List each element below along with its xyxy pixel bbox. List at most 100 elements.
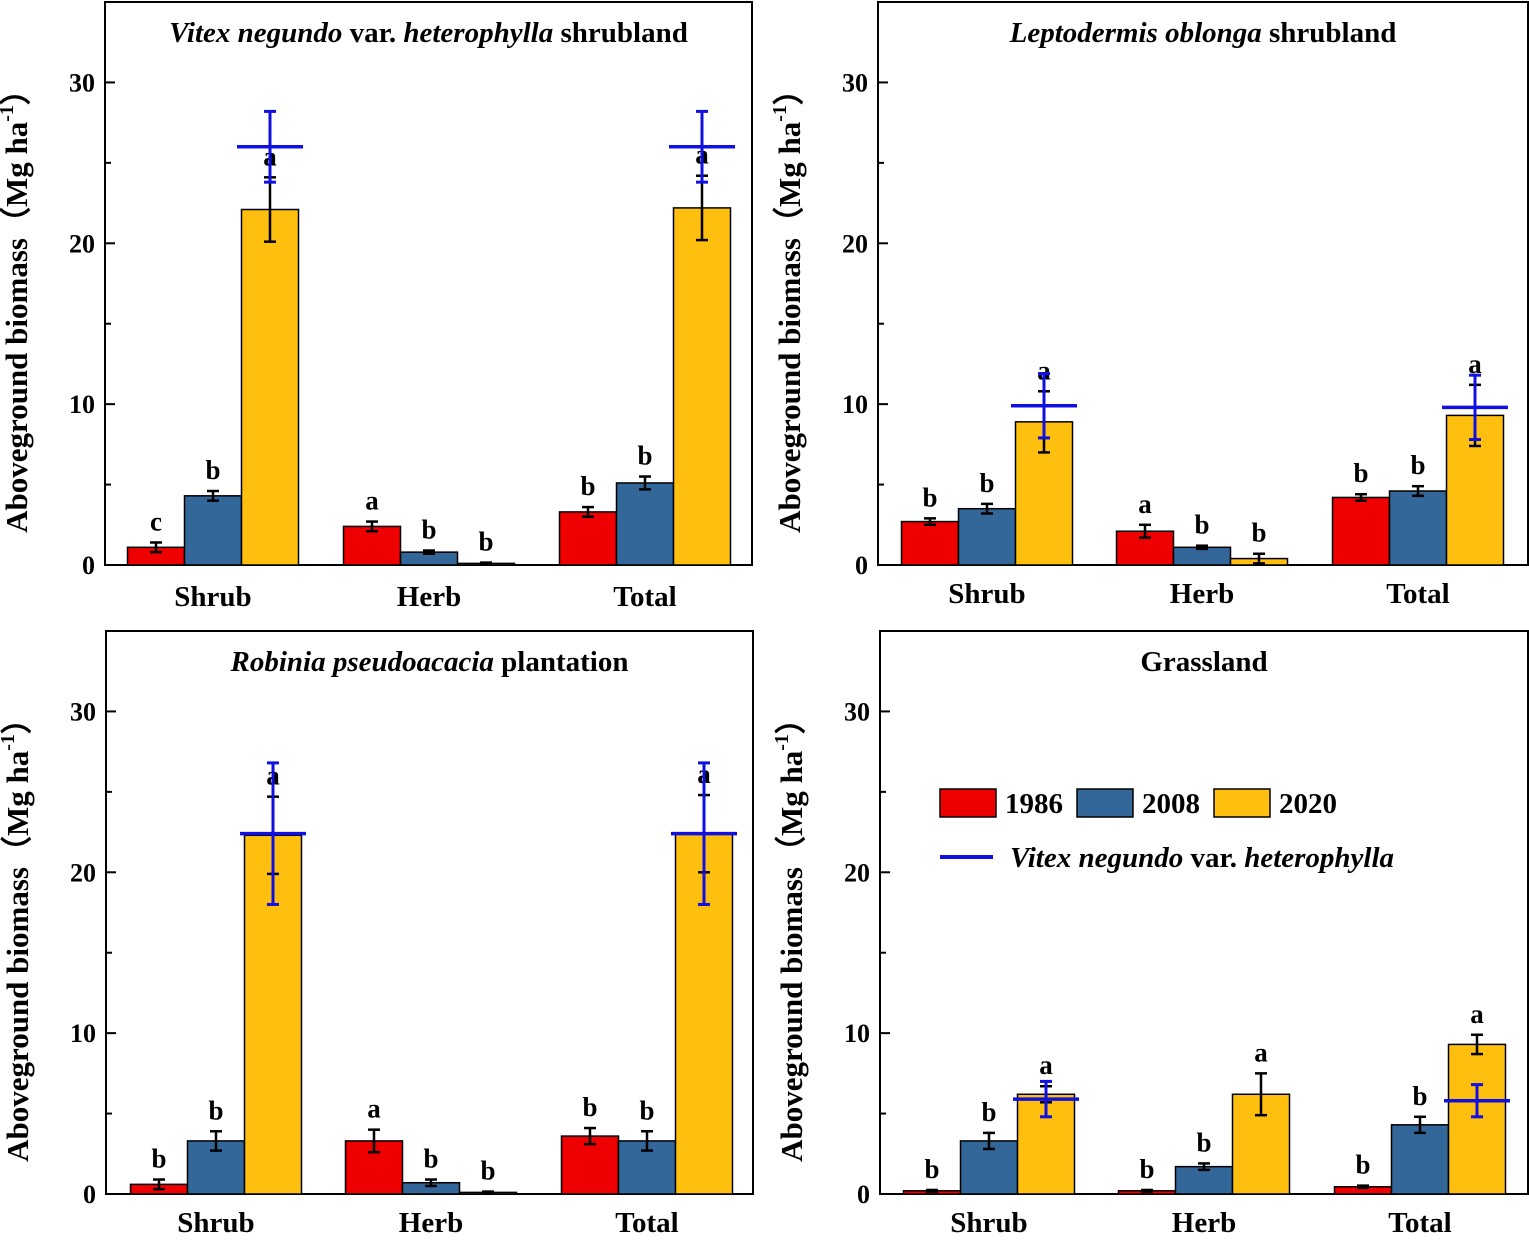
legend-vitex-genus: Vitex negundo [1010, 842, 1183, 874]
x-tick-label: Herb [1172, 1207, 1236, 1239]
bar-2008-herb [1174, 1165, 1234, 1195]
chart-title-part: Vitex negundo [169, 17, 342, 49]
chart-title-part: shrubland [1262, 17, 1397, 49]
chart-panel-3: 0 10 20 30 Aboveground biomass（Mg ha-1） Robin… [0, 630, 754, 1239]
y-axis-label-text: Aboveground biomass [0, 867, 35, 1162]
y-tick-label: 20 [69, 229, 95, 258]
chart-title-part: Grassland [1140, 646, 1267, 678]
y-tick-label: 10 [844, 1019, 870, 1048]
chart-title: Vitex negundo var. heterophylla shrublan… [169, 17, 688, 49]
legend: 1986 2008 2020 Vitex negundo var. heterophy… [939, 788, 1394, 874]
y-tick-label: 0 [83, 1180, 96, 1209]
y-axis-label: Aboveground biomass（Mg ha-1） [0, 703, 35, 1162]
y-tick-label: 30 [844, 697, 870, 726]
legend-label-1986: 1986 [1005, 788, 1063, 820]
y-axis-label-text: Aboveground biomass [772, 238, 807, 533]
significance-letter: b [1412, 1081, 1427, 1111]
plot-frame [105, 630, 754, 1195]
significance-letter: b [979, 468, 994, 498]
y-tick-label: 0 [855, 551, 868, 580]
significance-letter: b [478, 527, 493, 557]
chart-title-part: plantation [494, 646, 629, 678]
chart-title: Robinia pseudoacacia plantation [230, 646, 629, 678]
y-axis-label-unit-end: ） [772, 74, 807, 105]
significance-letter: b [1355, 1150, 1370, 1180]
y-axis-label-unit-end: ） [0, 703, 35, 734]
bar-2008-shrub [183, 495, 243, 566]
bar-2020-total [672, 207, 732, 566]
legend-swatch-2008 [1076, 788, 1134, 818]
significance-letter: b [582, 1092, 597, 1122]
y-axis-label-unit-sup: -1 [771, 734, 793, 751]
legend-swatch-2020 [1213, 788, 1271, 818]
y-axis-label-unit: （Mg ha [0, 750, 35, 867]
significance-letter: a [365, 486, 379, 516]
y-tick-label: 10 [842, 390, 868, 419]
y-tick-label: 20 [842, 229, 868, 258]
legend-swatch-1986 [939, 788, 997, 818]
chart-title-part: shrubland [553, 17, 688, 49]
chart-title-part: Robinia pseudoacacia [230, 646, 494, 678]
legend-vitex-var: var. [1183, 842, 1244, 874]
x-tick-label: Herb [399, 1207, 463, 1239]
y-tick-label: 20 [70, 858, 96, 887]
bar-1986-total [1331, 496, 1391, 566]
y-axis-label-unit-sup: -1 [0, 734, 19, 751]
significance-letter: a [1468, 349, 1482, 379]
chart-panel-1: 0 10 20 30 Aboveground biomass（Mg ha-1） Vitex… [0, 1, 753, 613]
y-axis-label-unit: （Mg ha [772, 121, 807, 238]
significance-letter: b [480, 1156, 495, 1186]
bar-2008-total [1388, 490, 1448, 566]
chart-title: Leptodermis oblonga shrubland [1009, 17, 1397, 49]
bar-2008-total [1390, 1124, 1450, 1195]
plot-frame [879, 630, 1529, 1195]
y-axis-label: Aboveground biomass（Mg ha-1） [0, 74, 34, 533]
x-tick-label: Herb [1170, 578, 1234, 610]
legend-label-2020: 2020 [1279, 788, 1337, 820]
significance-letter: a [367, 1094, 381, 1124]
bar-2020-total [1447, 1043, 1507, 1195]
bar-1986-shrub [900, 520, 960, 566]
x-tick-label: Shrub [177, 1207, 254, 1239]
significance-letter: b [423, 1144, 438, 1174]
significance-letter: a [1470, 999, 1484, 1029]
y-tick-label: 30 [70, 697, 96, 726]
significance-letter: b [639, 1095, 654, 1125]
y-axis-label-unit: （Mg ha [0, 121, 34, 238]
y-axis-label-unit-sup: -1 [769, 105, 791, 122]
bar-2008-shrub [957, 507, 1017, 566]
significance-letter: b [1194, 510, 1209, 540]
bar-2020-shrub [240, 208, 300, 566]
y-tick-label: 30 [842, 68, 868, 97]
y-tick-label: 10 [70, 1019, 96, 1048]
significance-letter: b [981, 1097, 996, 1127]
significance-letter: b [637, 441, 652, 471]
x-tick-label: Total [613, 581, 676, 613]
y-axis-label-text: Aboveground biomass [0, 238, 34, 533]
bar-2008-total [615, 482, 675, 566]
y-tick-label: 30 [69, 68, 95, 97]
significance-letter: b [205, 455, 220, 485]
significance-letter: b [421, 515, 436, 545]
y-tick-label: 20 [844, 858, 870, 887]
y-axis-label-unit-end: ） [0, 74, 34, 105]
significance-letter: b [924, 1154, 939, 1184]
y-tick-label: 0 [82, 551, 95, 580]
legend-label-vitex: Vitex negundo var. heterophylla [1010, 842, 1394, 874]
plot-frame [877, 1, 1529, 566]
x-tick-label: Herb [397, 581, 461, 613]
x-tick-label: Shrub [174, 581, 251, 613]
x-tick-label: Shrub [948, 578, 1025, 610]
significance-letter: b [1410, 450, 1425, 480]
significance-letter: a [1138, 489, 1152, 519]
significance-letter: a [1039, 1050, 1053, 1080]
significance-letter: b [1139, 1154, 1154, 1184]
y-axis-label-unit: （Mg ha [774, 750, 809, 867]
chart-title: Grassland [1140, 646, 1267, 678]
chart-panel-4: 0 10 20 30 Aboveground biomass（Mg ha-1） Grass… [771, 630, 1529, 1239]
chart-title-part: Leptodermis oblonga [1009, 17, 1262, 49]
significance-letter: a [1254, 1037, 1268, 1067]
significance-letter: b [1196, 1127, 1211, 1157]
y-axis-label-unit-sup: -1 [0, 105, 18, 122]
